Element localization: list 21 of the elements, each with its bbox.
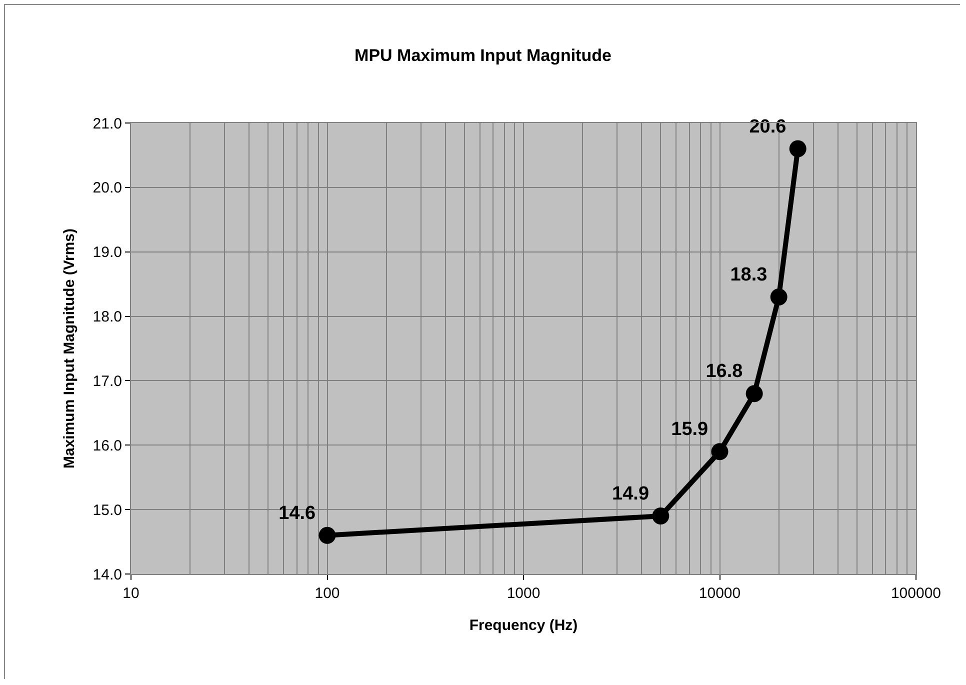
x-axis-title: Frequency (Hz)	[469, 617, 578, 634]
data-label: 14.6	[278, 502, 316, 524]
x-tick-label: 100	[314, 585, 340, 602]
y-axis-title: Maximum Input Magnitude (Vrms)	[61, 228, 78, 469]
x-tick-label: 100000	[890, 585, 942, 602]
y-tick-label: 19.0	[92, 244, 122, 262]
y-tick-label: 21.0	[92, 115, 122, 132]
chart-title: MPU Maximum Input Magnitude	[354, 46, 612, 65]
x-tick-label: 10	[122, 585, 140, 602]
y-tick-label: 20.0	[92, 180, 122, 197]
y-tick-label: 15.0	[92, 502, 122, 519]
data-label: 14.9	[612, 484, 650, 505]
x-tick-label: 10000	[698, 585, 741, 602]
x-tick-label: 1000	[506, 585, 540, 602]
y-tick-label: 17.0	[92, 372, 122, 390]
data-label: 18.3	[730, 264, 768, 286]
data-label: 16.8	[706, 361, 743, 382]
y-tick-label: 16.0	[92, 437, 122, 454]
y-tick-label: 14.0	[92, 566, 122, 584]
data-label: 15.9	[671, 419, 708, 440]
y-tick-label: 18.0	[92, 308, 122, 326]
